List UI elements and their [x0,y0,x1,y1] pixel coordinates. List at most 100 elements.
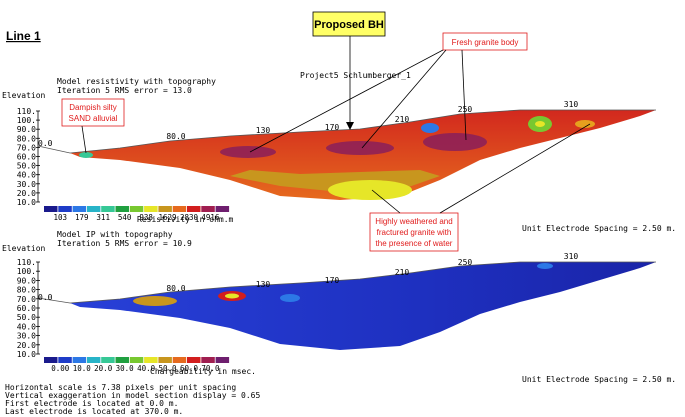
res-legend-value: 540 [118,213,132,222]
res-topography-line [37,109,656,154]
weathered-box [369,212,459,252]
ip-legend-value: 30.0 [116,364,135,373]
ip-legend-swatch [58,357,72,363]
res-fresh-granite-2 [326,141,394,155]
res-low-anomaly-2-core [535,121,545,127]
res-distance-label: 210 [395,115,410,124]
fresh-granite-arrow-2 [361,49,447,149]
res-elevation-tick-label: 50.0 [17,162,36,171]
res-legend-value: 938 [139,213,153,222]
ip-legend-swatch [158,357,172,363]
res-start-label: 0.0 [38,139,53,148]
line-title: Line 1 [6,29,41,43]
ip-elevation-tick-label: 30.0 [17,332,36,341]
res-legend-swatch [187,206,201,212]
weathered-label-line3: the presence of water [376,239,453,248]
res-legend-value: 311 [96,213,110,222]
ip-high-zone-1 [133,296,177,306]
resistivity-model-body [70,110,656,200]
project-label: Project5 Schlumberger_1 [300,71,411,80]
proposed-bh-label: Proposed BH [314,19,384,31]
res-low-anomaly-1 [421,123,439,133]
ip-legend-swatch [187,357,201,363]
res-legend-swatch [172,206,187,212]
res-legend-swatch [72,206,87,212]
ip-legend-swatch [44,357,58,363]
res-legend-swatch [44,206,58,212]
ip-elevation-tick-label: 100. [17,267,36,276]
ip-elevation-tick-label: 80.0 [17,286,36,295]
res-legend-swatch [129,206,144,212]
callout-fresh-granite: Fresh granite body [249,32,528,153]
dampish-label-line2: SAND alluvial [69,114,118,123]
res-legend-unit: Resistivity in ohm.m [137,215,234,224]
ip-distance-label: 170 [325,276,340,285]
res-elevation-tick-label: 30.0 [17,180,36,189]
ip-legend-swatch [72,357,87,363]
ip-legend-value: 20.0 [94,364,113,373]
ip-spacing-note: Unit Electrode Spacing = 2.50 m. [522,375,676,384]
res-distance-labels: 80.0 130 170 210 250 310 [166,100,578,141]
ip-title-line1: Model IP with topography [57,230,173,239]
res-elevation-tick-label: 40.0 [17,171,36,180]
res-elevation-tick-label: 70.0 [17,143,36,152]
proposed-bh-arrowhead [346,122,354,130]
footer-note-3: First electrode is located at 0.0 m. [5,399,178,408]
ip-legend-unit: Chargeability in msec. [150,367,256,376]
ip-high-zone-2-core [225,293,239,299]
ip-legend-swatch [215,357,230,363]
footer-note-2: Vertical exaggeration in model section d… [5,391,260,400]
ip-distance-label: 80.0 [166,284,185,293]
res-legend-value: 2830 [180,213,199,222]
res-orange-spot [575,120,595,128]
res-fresh-granite-3 [423,133,487,151]
res-legend-swatch [201,206,215,212]
ip-elevation-label: Elevation [2,244,46,253]
resistivity-section: Model resistivity with topography Iterat… [2,71,676,233]
res-legend-swatch [115,206,129,212]
ip-elevation-tick-label: 40.0 [17,322,36,331]
res-legend-swatch [144,206,158,212]
res-legend-value: 179 [75,213,89,222]
res-spacing-note: Unit Electrode Spacing = 2.50 m. [522,224,676,233]
ip-elevation-tick-label: 60.0 [17,304,36,313]
res-elevation-tick-label: 100. [17,116,36,125]
ip-legend-swatch [101,357,115,363]
res-distance-label: 250 [458,105,473,114]
fresh-granite-arrow-1 [249,49,444,153]
dampish-arrow [81,125,87,154]
res-legend-swatch [215,206,230,212]
ip-medium-zone [280,294,300,302]
ip-distance-label: 210 [395,268,410,277]
res-legend-value: 1629 [159,213,177,222]
weathered-label-line1: Highly weathered and [375,217,452,226]
res-legend-swatch [58,206,72,212]
res-elevation-tick-label: 90.0 [17,125,36,134]
res-legend-swatch [101,206,115,212]
res-elevation-label: Elevation [2,91,46,100]
ip-legend-value: 10.0 [73,364,92,373]
ip-legend-value: 40.0 [137,364,156,373]
ip-legend-value: 70.0 [201,364,220,373]
ip-legend-swatch [144,357,158,363]
res-fresh-granite-1 [220,146,276,158]
ip-elevation-ticks: 110.100.90.080.070.060.050.040.030.020.0… [17,258,40,359]
fresh-granite-label: Fresh granite body [452,38,519,47]
res-legend-value: 4916 [201,213,220,222]
ip-medium-zone-2 [537,263,553,269]
ip-distance-labels: 80.0 130 170 210 250 310 [166,252,578,293]
res-elevation-tick-label: 10.0 [17,198,36,207]
ip-legend-swatch [86,357,101,363]
ip-start-label: 0.0 [38,293,53,302]
proposed-bh-box [312,11,386,37]
res-distance-label: 130 [256,126,271,135]
ip-legend-swatch [129,357,144,363]
ip-legend-value: 0.00 [51,364,70,373]
ip-distance-label: 130 [256,280,271,289]
res-elevation-tick-label: 20.0 [17,189,36,198]
res-distance-label: 80.0 [166,132,185,141]
ip-legend-swatch [201,357,215,363]
ip-distance-label: 310 [564,252,579,261]
ip-model-body [70,262,656,350]
fresh-granite-arrow-3 [461,49,467,141]
